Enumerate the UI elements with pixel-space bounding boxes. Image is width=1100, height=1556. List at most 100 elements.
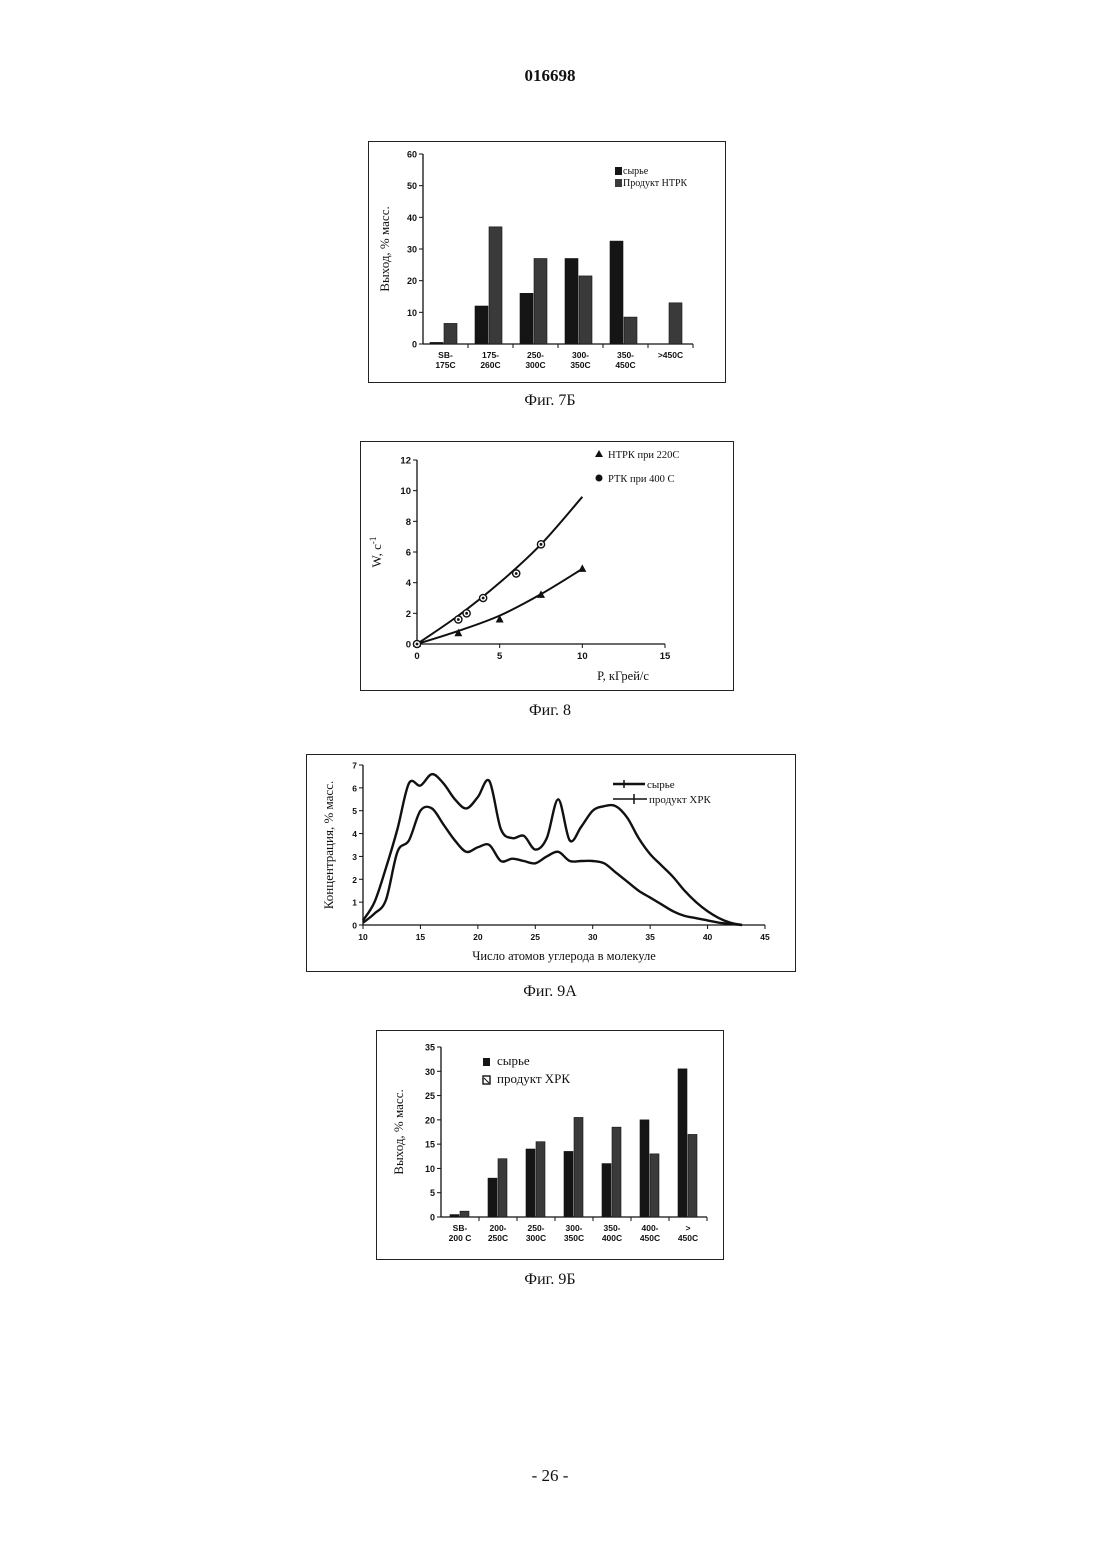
category-label: 450C [678, 1233, 698, 1243]
bar-raw [610, 241, 623, 344]
category-label: 250C [488, 1233, 508, 1243]
bar-product [460, 1211, 469, 1217]
y-tick-label: 1 [352, 898, 357, 908]
y-tick-label: 50 [407, 181, 417, 191]
category-label: 250- [527, 1223, 544, 1233]
figure-9a-svg: 012345671015202530354045Число атомов угл… [307, 755, 795, 971]
legend-label: сырье [497, 1053, 530, 1068]
legend-swatch [615, 179, 622, 187]
y-tick-label: 12 [400, 456, 411, 467]
bar-raw [564, 1151, 573, 1217]
category-label: 450C [640, 1233, 660, 1243]
y-tick-label: 10 [407, 308, 417, 318]
figure-8-caption: Фиг. 8 [0, 702, 1100, 720]
legend-label: сырье [647, 779, 675, 791]
category-label: 350- [603, 1223, 620, 1233]
legend-label: НТРК при 220С [608, 450, 679, 461]
figure-9b-svg: 05101520253035SB-200 C200-250C250-300C30… [377, 1031, 723, 1259]
bar-product [536, 1142, 545, 1217]
y-tick-label: 6 [406, 548, 411, 559]
series-line-1 [363, 807, 742, 925]
y-tick-label: 0 [430, 1213, 435, 1223]
bar-raw [450, 1215, 459, 1217]
legend-swatch [483, 1058, 490, 1066]
category-label: 175- [482, 350, 499, 360]
x-tick-label: 20 [473, 932, 483, 942]
category-label: 300C [525, 360, 545, 370]
x-tick-label: 10 [358, 932, 368, 942]
y-tick-label: 60 [407, 150, 417, 160]
series-line-1 [417, 569, 582, 644]
y-tick-label: 20 [407, 276, 417, 286]
category-label: 175C [435, 360, 455, 370]
bar-product [534, 259, 547, 345]
category-label: 300- [572, 350, 589, 360]
y-axis-label: Концентрация, % масс. [321, 781, 336, 909]
bar-product [624, 317, 637, 344]
y-tick-label: 7 [352, 761, 357, 771]
legend-label: продукт ХРК [649, 794, 711, 806]
category-label: 350C [564, 1233, 584, 1243]
legend-label: РТК при 400 С [608, 474, 675, 485]
bar-product [669, 303, 682, 344]
category-label: 300- [565, 1223, 582, 1233]
y-tick-label: 5 [430, 1188, 435, 1198]
category-label: 400- [641, 1223, 658, 1233]
bar-raw [640, 1120, 649, 1217]
category-label: 400C [602, 1233, 622, 1243]
data-point-circle-core [540, 543, 543, 546]
x-tick-label: 45 [760, 932, 770, 942]
figure-9a-chart: 012345671015202530354045Число атомов угл… [306, 754, 796, 972]
x-tick-label: 25 [531, 932, 541, 942]
category-label: 300C [526, 1233, 546, 1243]
bar-product [574, 1117, 583, 1217]
bar-product [688, 1134, 697, 1217]
category-label: SB- [453, 1223, 468, 1233]
data-point-circle-core [457, 618, 460, 621]
y-tick-label: 0 [406, 640, 411, 651]
category-label: 200 C [449, 1233, 472, 1243]
category-label: 250- [527, 350, 544, 360]
data-point-circle-core [515, 572, 518, 575]
y-tick-label: 8 [406, 517, 411, 528]
x-tick-label: 5 [497, 651, 503, 662]
category-label: SB- [438, 350, 453, 360]
data-point-circle-core [416, 643, 419, 646]
category-label: >450C [658, 350, 683, 360]
category-label: 450C [615, 360, 635, 370]
document-number: 016698 [0, 66, 1100, 86]
x-tick-label: 10 [577, 651, 588, 662]
y-axis-label: Выход, % масс. [377, 206, 392, 291]
x-tick-label: 15 [660, 651, 671, 662]
y-tick-label: 4 [352, 829, 357, 839]
bar-product [650, 1154, 659, 1217]
x-tick-label: 15 [416, 932, 426, 942]
bar-raw [430, 342, 443, 344]
y-tick-label: 10 [400, 486, 411, 497]
bar-product [498, 1159, 507, 1217]
x-tick-label: 35 [645, 932, 655, 942]
figure-8-chart: 024681012051015P, кГрей/сW, с-1НТРК при … [360, 441, 734, 691]
figure-9b-caption: Фиг. 9Б [0, 1271, 1100, 1289]
bar-product [489, 227, 502, 344]
legend-label: продукт ХРК [497, 1071, 570, 1086]
legend-label: сырье [623, 166, 649, 177]
bar-raw [602, 1164, 611, 1217]
category-label: 350C [570, 360, 590, 370]
y-tick-label: 30 [425, 1067, 435, 1077]
y-axis-label: Выход, % масс. [391, 1089, 406, 1174]
data-point-circle-core [482, 597, 485, 600]
y-axis-label: W, с-1 [368, 537, 384, 568]
category-label: 350- [617, 350, 634, 360]
bar-raw [475, 306, 488, 344]
y-tick-label: 25 [425, 1091, 435, 1101]
bar-product [444, 323, 457, 344]
y-tick-label: 35 [425, 1043, 435, 1053]
figure-7b-chart: 0102030405060SB-175C175-260C250-300C300-… [368, 141, 726, 383]
figure-7b-svg: 0102030405060SB-175C175-260C250-300C300-… [369, 142, 725, 382]
page-number: - 26 - [0, 1466, 1100, 1486]
x-tick-label: 40 [703, 932, 713, 942]
y-tick-label: 20 [425, 1115, 435, 1125]
data-point-triangle [578, 564, 586, 572]
bar-raw [488, 1178, 497, 1217]
